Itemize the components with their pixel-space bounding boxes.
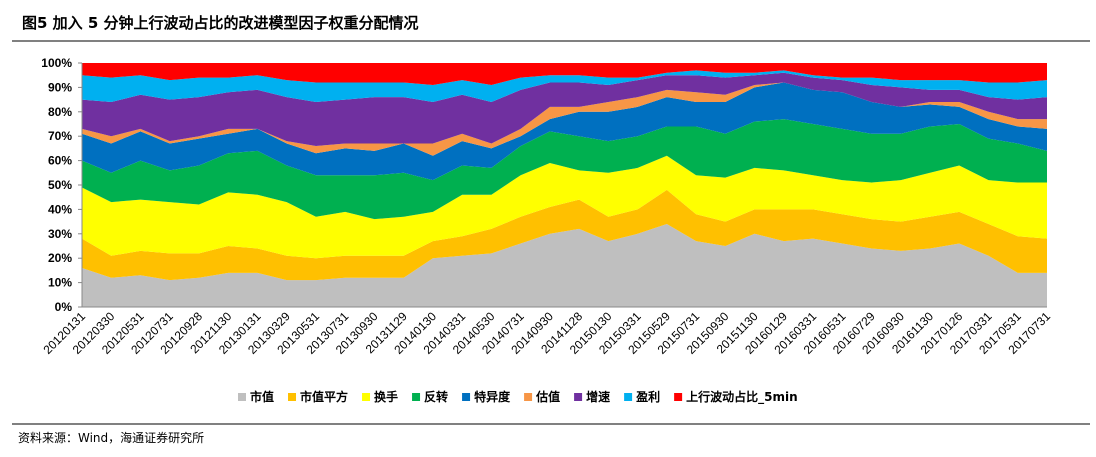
area [82,189,1047,281]
area [82,82,1047,181]
source: 资料来源：Wind，海通证券研究所 [18,430,204,445]
legend-label: 盈利 [635,389,660,404]
area [82,224,1047,307]
y-tick-label: 30% [48,227,72,241]
legend-swatch [412,393,421,401]
legend-label: 换手 [374,389,398,404]
legend-label: 特异度 [474,389,511,404]
legend-swatch [362,393,371,401]
legend-label: 上行波动占比_5min [686,389,798,405]
area [82,70,1047,103]
area [82,72,1047,146]
legend-label: 反转 [424,389,448,404]
y-tick-label: 20% [48,251,72,265]
legend-swatch [238,393,246,401]
legend-swatch [624,393,633,401]
legend-swatch [574,393,583,401]
legend-label: 市值平方 [300,389,348,404]
legend-swatch [288,393,297,401]
y-tick-label: 80% [48,105,72,119]
legend-swatch [462,393,471,401]
y-tick-label: 100% [41,56,72,70]
area [82,155,1047,259]
y-tick-label: 90% [48,80,72,94]
y-tick-label: 40% [48,202,72,216]
y-tick-label: 50% [48,178,72,192]
legend-label: 增速 [586,389,610,404]
legend-swatch [524,393,533,401]
y-tick-label: 0% [55,300,73,314]
y-tick-label: 10% [48,276,72,290]
y-tick-label: 70% [48,129,72,143]
legend-label: 市值 [250,389,274,404]
legend-label: 估值 [535,389,560,404]
chart-title: 图5 加入 5 分钟上行波动占比的改进模型因子权重分配情况 [22,14,419,32]
legend-swatch [674,393,683,401]
area [82,119,1047,220]
area [82,63,1047,85]
y-tick-label: 60% [48,154,72,168]
